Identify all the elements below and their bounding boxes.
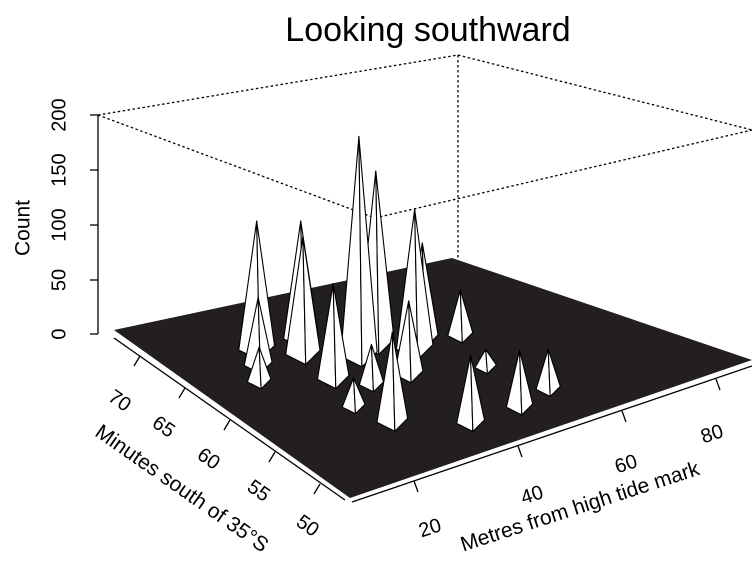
surface-peak-facet <box>302 236 321 366</box>
chart-title: Looking southward <box>285 11 570 49</box>
z-tick-label: 100 <box>48 208 70 241</box>
surface-peak-facet <box>353 377 366 415</box>
y-tick-label: 60 <box>193 444 224 475</box>
z-axis: 0 50 100 150 200 <box>48 98 98 340</box>
x-tick-label: 20 <box>416 514 444 542</box>
x-axis-label: Metres from high tide mark <box>458 457 703 556</box>
surface-shadow <box>114 258 752 498</box>
surface-layer <box>238 135 561 433</box>
surface-peak-facet <box>408 300 424 384</box>
surface-peak-facet <box>414 208 434 361</box>
surface-peak-facet <box>547 348 561 398</box>
surface-peak-facet <box>375 170 395 355</box>
z-tick-label: 50 <box>48 269 70 291</box>
surface-peak-facet <box>332 283 350 390</box>
x-tick-label: 80 <box>698 420 726 448</box>
z-tick-label: 150 <box>48 153 70 186</box>
surface-peak-facet <box>459 289 474 344</box>
y-tick-label: 55 <box>243 476 274 507</box>
surface-peak-facet <box>485 348 497 375</box>
surface-peak-facet <box>391 331 409 432</box>
x-tick-label: 60 <box>612 450 640 478</box>
z-tick-label: 0 <box>48 328 70 339</box>
x-tick-label: 40 <box>518 481 546 509</box>
surface-peak-facet <box>370 343 385 393</box>
surface-peak-facet <box>519 349 534 416</box>
z-axis-label: Count <box>12 200 35 256</box>
surface-peak-facet <box>258 346 272 390</box>
z-tick-label: 200 <box>48 98 70 131</box>
surface-peak-facet <box>340 135 363 368</box>
y-tick-label: 50 <box>292 511 323 542</box>
surface-peak-facet <box>470 354 486 433</box>
y-axis-label: Minutes south of 35°S <box>91 420 273 557</box>
plot-box <box>97 54 752 334</box>
y-tick-label: 70 <box>104 386 135 417</box>
y-tick-label: 65 <box>148 412 179 443</box>
